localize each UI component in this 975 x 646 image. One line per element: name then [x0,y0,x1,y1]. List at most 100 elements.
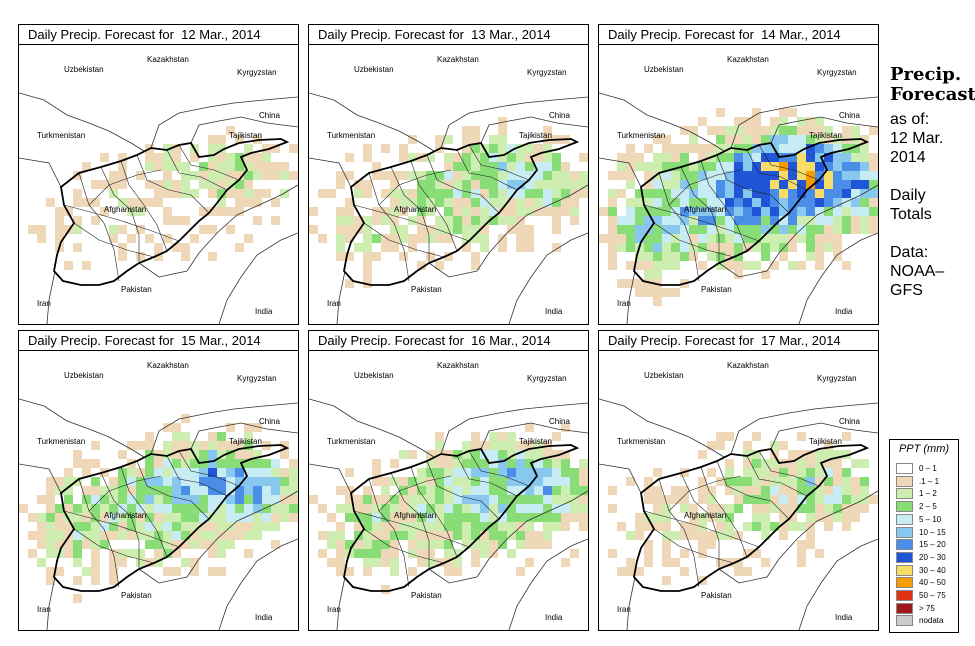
precip-cell [752,477,761,486]
precip-cell [244,162,253,171]
precip-cell [145,558,154,567]
precip-cell [163,459,172,468]
precip-cell [417,216,426,225]
precip-cell [689,252,698,261]
country-label: Tajikistan [519,437,552,446]
precip-cell [199,468,208,477]
precip-cell [770,153,779,162]
country-border [798,538,878,630]
precip-cell [226,459,235,468]
precip-cell [435,477,444,486]
precip-cell [498,450,507,459]
province-border [378,169,452,206]
precip-cell [507,549,516,558]
precip-cell [698,189,707,198]
precip-cell [815,153,824,162]
precip-cell [262,486,271,495]
precip-cell [507,504,516,513]
precip-cell [253,423,262,432]
precip-cell [480,162,489,171]
precip-cell [707,504,716,513]
precip-cell [372,477,381,486]
precip-cell [109,558,118,567]
precip-cell [399,522,408,531]
province-border [100,166,140,263]
precip-cell [752,459,761,468]
precip-cell [552,513,561,522]
precip-cell [561,189,570,198]
precip-cell [770,243,779,252]
precip-cell [163,450,172,459]
country-label: Tajikistan [519,131,552,140]
precip-map: UzbekistanKazakhstanKyrgyzstanChinaTurkm… [19,55,298,324]
precip-cell [100,522,109,531]
precip-cell [408,513,417,522]
precip-cell [707,144,716,153]
precip-cell [698,171,707,180]
precip-cell [797,117,806,126]
precip-cell [426,225,435,234]
precip-cell [91,441,100,450]
precip-cell [109,486,118,495]
precip-cell [190,234,199,243]
precip-cell [109,549,118,558]
precip-cell [507,432,516,441]
precip-cell [253,153,262,162]
precip-cell [435,486,444,495]
precip-cell [390,540,399,549]
precip-cell [725,504,734,513]
afghanistan-border [53,138,290,286]
precip-cell [226,180,235,189]
precip-cell [833,495,842,504]
precip-cell [289,504,298,513]
country-label: Pakistan [411,591,442,600]
precip-cell [217,153,226,162]
precip-cell [118,468,127,477]
precip-cell [235,180,244,189]
precip-cell [626,144,635,153]
precip-cell [779,180,788,189]
precip-cell [289,513,298,522]
country-label: Uzbekistan [64,371,104,380]
precip-cell [525,459,534,468]
precip-cell [163,477,172,486]
precip-cell [345,171,354,180]
precip-cell [73,531,82,540]
precip-cell [653,135,662,144]
precip-cell [833,486,842,495]
precip-cell [444,198,453,207]
precip-cell [716,261,725,270]
precip-cell [869,198,878,207]
country-border [718,490,878,584]
precip-cell [543,522,552,531]
precip-cell [399,198,408,207]
precip-cell [833,162,842,171]
totals-label: Totals [890,206,932,223]
precip-cell [833,504,842,513]
precip-cell [734,261,743,270]
afghanistan-border [53,444,290,592]
precip-cell [552,486,561,495]
precip-cell [752,189,761,198]
precip-cell [824,225,833,234]
precip-cell [752,135,761,144]
precip-cell [489,459,498,468]
precip-cell [462,486,471,495]
precip-cell [345,468,354,477]
precip-cell [662,243,671,252]
precip-cell [145,153,154,162]
precip-cell [381,234,390,243]
precip-cell [208,450,217,459]
precip-cell [516,531,525,540]
precip-cell [707,162,716,171]
precip-cell [271,486,280,495]
precip-cell [109,513,118,522]
precip-cell [489,153,498,162]
precip-cell [118,531,127,540]
precip-cell [345,513,354,522]
precip-cell [109,567,118,576]
precip-cell [235,468,244,477]
precip-cell [779,189,788,198]
precip-cell [480,225,489,234]
precip-cell [37,225,46,234]
